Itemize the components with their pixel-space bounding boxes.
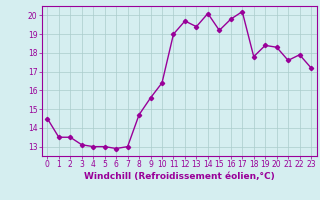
X-axis label: Windchill (Refroidissement éolien,°C): Windchill (Refroidissement éolien,°C)	[84, 172, 275, 181]
